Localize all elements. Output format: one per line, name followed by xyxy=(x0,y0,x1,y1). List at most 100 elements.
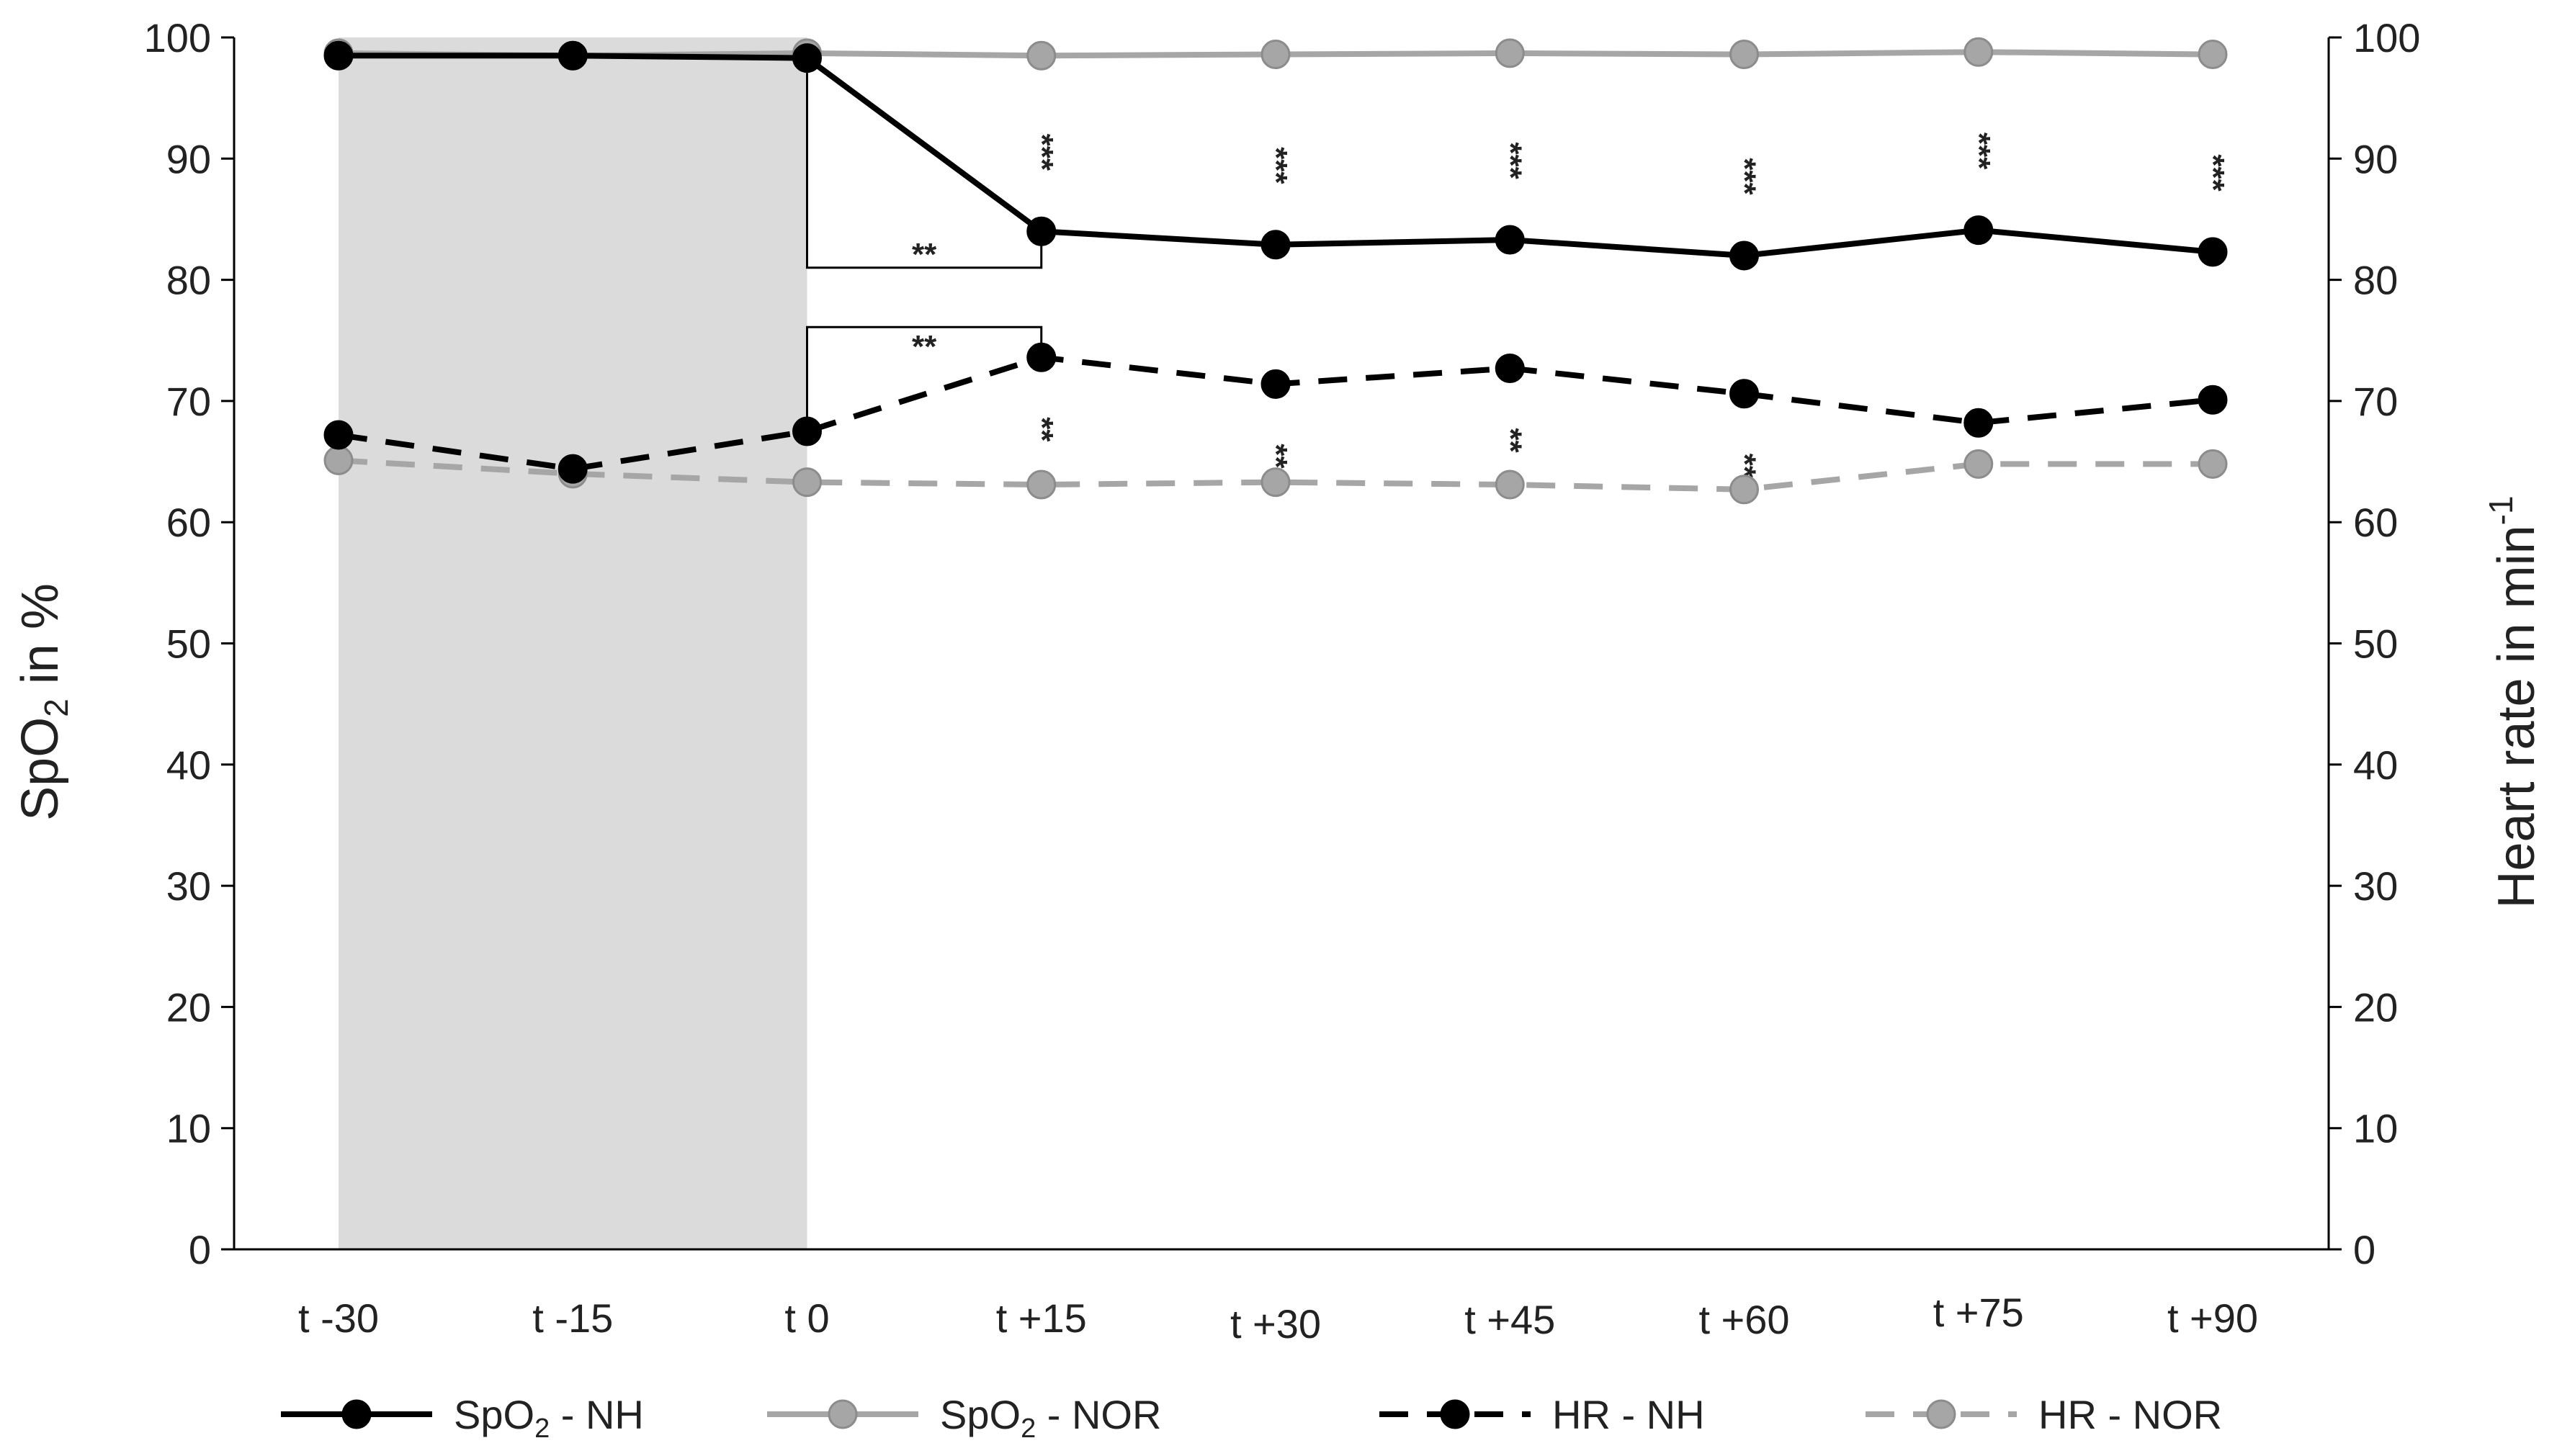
data-point xyxy=(1495,469,1525,500)
data-point xyxy=(323,445,354,475)
shaded-region xyxy=(339,37,807,1249)
y-right-tick-label: 70 xyxy=(2353,379,2398,424)
legend-label: SpO2 - NOR xyxy=(940,1392,1161,1444)
data-point xyxy=(1729,241,1759,271)
data-point xyxy=(1729,40,1759,70)
data-point xyxy=(2198,449,2228,479)
y-right-tick-label: 40 xyxy=(2353,742,2398,788)
significance-label: ** xyxy=(912,237,937,272)
significance-label: *** xyxy=(1258,147,1294,184)
data-point xyxy=(1495,38,1525,68)
data-point xyxy=(323,40,354,71)
data-point xyxy=(1963,449,1994,479)
significance-label: *** xyxy=(1024,134,1060,171)
legend-label-main: SpO xyxy=(454,1392,534,1437)
y-right-tick-label: 20 xyxy=(2353,984,2398,1030)
significance-label: *** xyxy=(1727,158,1763,195)
y-right-tick-label: 90 xyxy=(2353,136,2398,181)
data-point xyxy=(1026,469,1057,500)
y-right-title-main: Heart rate in min xyxy=(2488,525,2545,908)
significance-label: ** xyxy=(1727,454,1763,479)
x-tick-label: t 0 xyxy=(784,1295,829,1341)
data-point xyxy=(1963,37,1994,67)
legend-marker xyxy=(1440,1399,1470,1429)
x-tick-label: t +75 xyxy=(1933,1290,2024,1335)
y-left-title-sub: 2 xyxy=(37,698,75,717)
significance-label: *** xyxy=(1492,142,1528,179)
data-point xyxy=(1260,467,1291,498)
data-point xyxy=(323,420,354,450)
y-left-tick-label: 70 xyxy=(166,379,211,424)
data-point xyxy=(1495,225,1525,255)
data-point xyxy=(1260,369,1291,399)
significance-label: *** xyxy=(2195,154,2231,192)
legend-marker xyxy=(341,1399,372,1429)
significance-annotations: ******* *** *** ***************** xyxy=(806,58,2231,479)
legend-label-sub: 2 xyxy=(534,1414,550,1444)
x-tick-label: t -15 xyxy=(532,1295,613,1341)
series-hr-nor xyxy=(323,445,2228,505)
y-left-tick-label: 50 xyxy=(166,621,211,667)
legend-marker xyxy=(828,1399,858,1429)
series-line xyxy=(338,457,2213,493)
legend-item: HR - NOR xyxy=(1866,1392,2222,1437)
data-point xyxy=(1963,215,1994,246)
legend-label-sub: 2 xyxy=(1021,1414,1036,1444)
legend-item: SpO2 - NOR xyxy=(767,1392,1161,1444)
legend: SpO2 - NH SpO2 - NOR HR - NH HR - NOR xyxy=(281,1392,2222,1444)
y-left-tick-label: 80 xyxy=(166,258,211,303)
y-axis-left-title: SpO2 in % xyxy=(12,583,75,821)
legend-label: HR - NH xyxy=(1552,1392,1705,1437)
y-left-title-main: SpO xyxy=(12,717,69,821)
data-point xyxy=(792,467,822,498)
legend-label: SpO2 - NH xyxy=(454,1392,644,1444)
data-point xyxy=(1260,40,1291,70)
data-point xyxy=(2198,237,2228,267)
x-tick-label: t -30 xyxy=(298,1295,379,1341)
series-spo2-nh xyxy=(323,40,2228,271)
x-tick-label: t +30 xyxy=(1230,1301,1321,1347)
y-right-tick-label: 30 xyxy=(2353,863,2398,909)
y-right-tick-label: 100 xyxy=(2353,15,2420,60)
data-point xyxy=(1026,216,1057,246)
significance-label: ** xyxy=(1024,417,1060,442)
y-right-tick-label: 80 xyxy=(2353,258,2398,303)
y-right-tick-label: 50 xyxy=(2353,621,2398,667)
significance-bracket xyxy=(806,325,1043,431)
x-tick-label: t +90 xyxy=(2167,1295,2258,1341)
y-right-tick-label: 60 xyxy=(2353,500,2398,545)
y-left-tick-label: 20 xyxy=(166,984,211,1030)
data-point xyxy=(792,43,822,73)
axes xyxy=(221,36,2342,1251)
data-point xyxy=(2198,40,2228,70)
legend-item: SpO2 - NH xyxy=(281,1392,644,1444)
y-left-tick-label: 0 xyxy=(189,1227,211,1272)
significance-label: ** xyxy=(912,329,937,364)
y-right-tick-label: 10 xyxy=(2353,1106,2398,1151)
series-hr-nh xyxy=(323,342,2228,484)
legend-label-rest: - NOR xyxy=(1036,1392,1161,1437)
data-point xyxy=(2198,385,2228,415)
y-left-tick-label: 40 xyxy=(166,742,211,788)
y-right-tick-label: 0 xyxy=(2353,1227,2375,1272)
legend-label-rest: - NH xyxy=(550,1392,644,1437)
x-tick-label: t +15 xyxy=(996,1295,1087,1341)
data-point xyxy=(792,416,822,446)
x-tick-label: t +60 xyxy=(1698,1297,1789,1342)
significance-label: ** xyxy=(1258,444,1294,469)
data-point xyxy=(1963,408,1994,438)
x-tick-label: t +45 xyxy=(1464,1297,1555,1342)
y-right-title-sup: -1 xyxy=(2482,495,2520,525)
series-layer xyxy=(323,37,2228,505)
data-point xyxy=(1729,379,1759,409)
y-left-title-rest: in % xyxy=(12,583,69,698)
legend-marker xyxy=(1926,1399,1956,1429)
data-point xyxy=(1026,342,1057,372)
y-left-tick-label: 10 xyxy=(166,1106,211,1151)
significance-label: *** xyxy=(1961,132,1997,170)
data-point xyxy=(557,454,588,484)
data-point xyxy=(1260,230,1291,260)
tick-labels: 0 0 10 10 20 20 30 30 40 40 50 50 60 60 70 70 80 80 90 90 10… xyxy=(144,15,2421,1347)
legend-label: HR - NOR xyxy=(2038,1392,2222,1437)
